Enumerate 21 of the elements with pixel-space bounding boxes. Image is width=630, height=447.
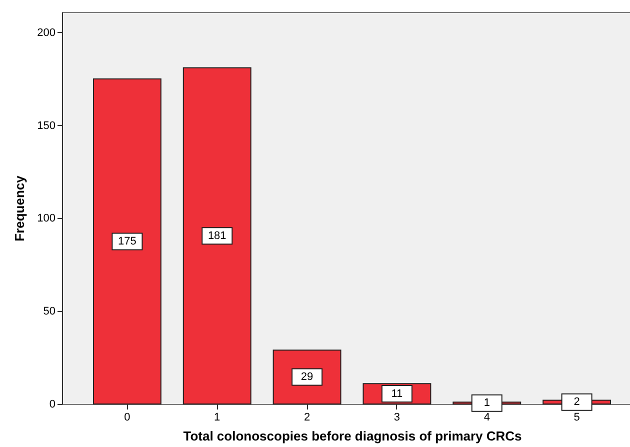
x-tick-label: 5 [574, 412, 580, 424]
y-tick-label: 150 [37, 120, 56, 132]
bar [182, 67, 252, 404]
bar [92, 78, 162, 404]
x-tick-label: 2 [304, 412, 310, 424]
x-tick-label: 0 [124, 412, 130, 424]
y-tick-label: 50 [43, 306, 56, 318]
data-label: 29 [300, 371, 314, 384]
data-label: 181 [208, 230, 226, 242]
data-label: 1 [484, 397, 490, 410]
y-tick-label: 100 [37, 212, 56, 225]
data-label: 11 [391, 388, 403, 400]
y-tick-label: 0 [49, 398, 56, 410]
x-tick-label: 4 [484, 412, 490, 424]
data-label: 2 [574, 396, 580, 408]
x-tick-label: 3 [394, 412, 400, 424]
x-tick-label: 1 [214, 412, 220, 424]
x-axis-title: Total colonoscopies before diagnosis of primary CRCs [183, 428, 522, 444]
y-tick-label: 200 [37, 26, 56, 39]
y-axis-title: Frequency [12, 174, 28, 242]
data-label: 175 [118, 235, 136, 248]
